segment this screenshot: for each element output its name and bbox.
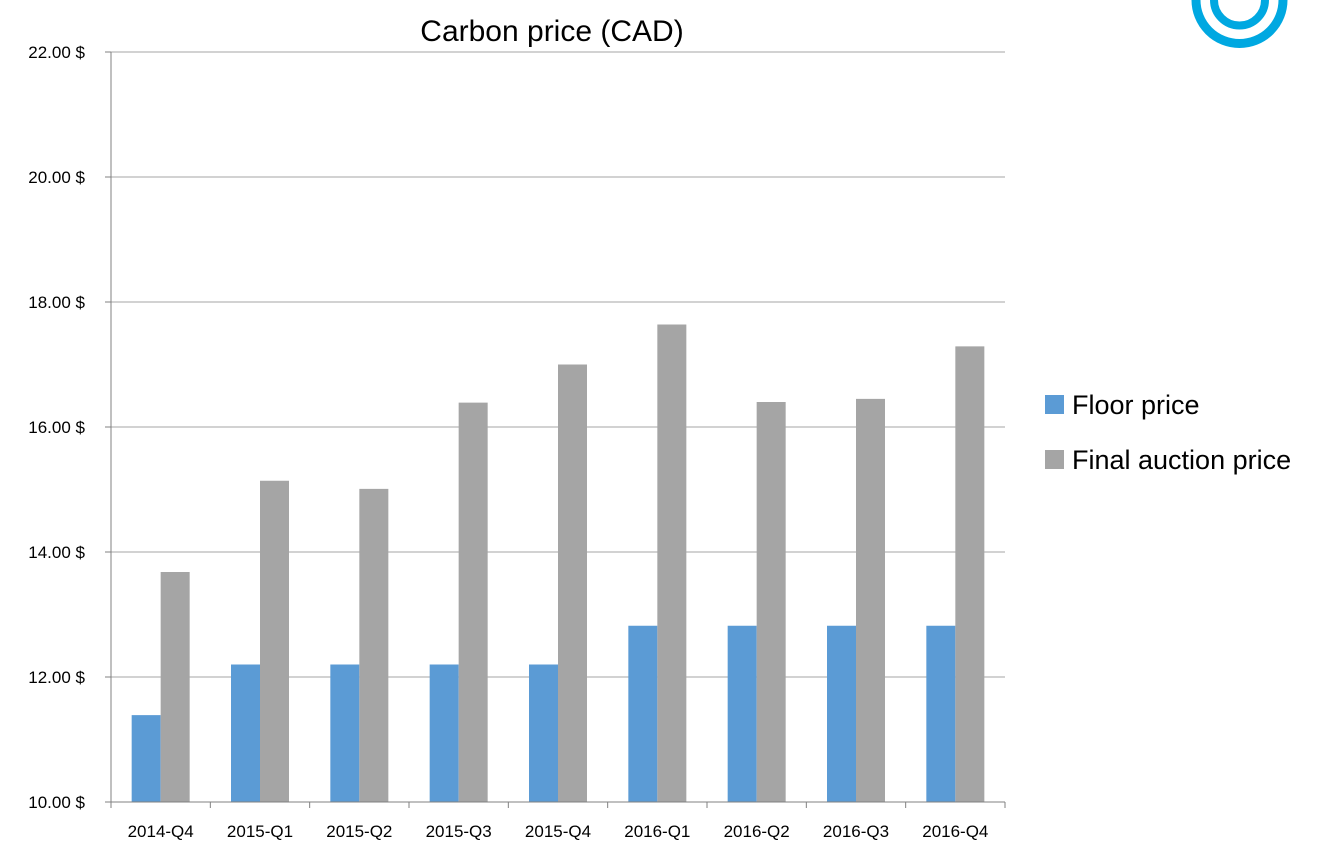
bars	[131, 324, 985, 802]
x-tick-label: 2016-Q1	[624, 822, 690, 841]
tick-labels: 10.00 $ 12.00 $ 14.00 $ 16.00 $ 18.00 $ 20.00…	[28, 43, 988, 841]
x-tick-label: 2016-Q3	[823, 822, 889, 841]
bar-final-auction-price	[856, 398, 885, 802]
legend: Floor price Final auction price	[1045, 390, 1291, 475]
bar-floor-price	[231, 664, 260, 802]
legend-swatch	[1045, 395, 1064, 414]
axes	[110, 52, 1006, 808]
bar-floor-price	[330, 664, 360, 802]
bar-final-auction-price	[558, 364, 587, 802]
chart-title: Carbon price (CAD)	[420, 15, 683, 48]
bar-final-auction-price	[160, 572, 190, 802]
bar-floor-price	[926, 625, 956, 802]
bar-floor-price	[529, 664, 558, 802]
x-tick-label: 2015-Q4	[525, 822, 591, 841]
y-tick-label: 10.00 $	[28, 793, 85, 812]
legend-label: Final auction price	[1072, 445, 1291, 475]
y-tick-label: 16.00 $	[28, 418, 85, 437]
logo	[1191, 0, 1288, 48]
logo-icon	[1191, 0, 1288, 48]
bar-floor-price	[131, 715, 161, 802]
bar-final-auction-price	[955, 346, 985, 802]
bar-floor-price	[429, 664, 459, 802]
logo-icon-inner	[1210, 0, 1269, 30]
bar-final-auction-price	[260, 480, 289, 802]
bar-floor-price	[628, 625, 658, 802]
y-tick-label: 20.00 $	[28, 168, 85, 187]
bar-floor-price	[727, 625, 757, 802]
x-tick-label: 2016-Q4	[922, 822, 988, 841]
y-tick-label: 14.00 $	[28, 543, 85, 562]
y-tick-label: 18.00 $	[28, 293, 85, 312]
x-tick-label: 2016-Q2	[724, 822, 790, 841]
y-tick-label: 12.00 $	[28, 668, 85, 687]
y-tick-label: 22.00 $	[28, 43, 85, 62]
x-tick-label: 2015-Q1	[227, 822, 293, 841]
bar-final-auction-price	[359, 488, 389, 802]
x-tick-label: 2014-Q4	[128, 822, 194, 841]
legend-swatch	[1045, 450, 1064, 469]
bar-final-auction-price	[458, 402, 488, 802]
bar-final-auction-price	[657, 324, 687, 802]
bar-final-auction-price	[756, 402, 786, 802]
x-tick-label: 2015-Q2	[326, 822, 392, 841]
bar-floor-price	[827, 625, 856, 802]
legend-label: Floor price	[1072, 390, 1200, 420]
x-tick-label: 2015-Q3	[426, 822, 492, 841]
